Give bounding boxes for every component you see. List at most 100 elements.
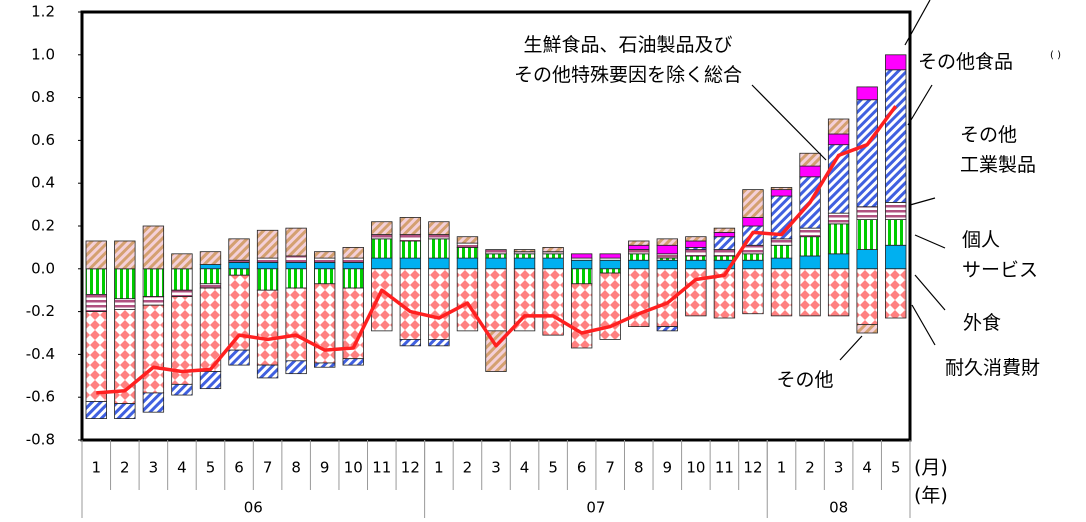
bar-segment <box>285 287 307 362</box>
leader-line <box>909 197 936 206</box>
bar-segment <box>199 268 222 285</box>
bar-segment <box>314 257 336 263</box>
y-tick-label: 0.4 <box>31 174 55 192</box>
bar-segment <box>599 268 621 274</box>
bar-segment <box>314 362 336 368</box>
leader-line <box>904 0 931 46</box>
bar-segment <box>256 257 279 263</box>
bar-segment <box>285 227 307 257</box>
x-tick-label: 11 <box>715 459 734 477</box>
axis-label: (年) <box>914 485 948 507</box>
bar-segment <box>285 360 307 375</box>
bar-segment <box>342 261 364 270</box>
x-tick-label: 7 <box>605 459 615 477</box>
bar-segment <box>770 238 793 246</box>
bar-segment <box>770 268 793 317</box>
bar-segment <box>856 268 878 325</box>
y-tick-label: 0.6 <box>31 131 55 149</box>
bar-segment <box>256 261 279 270</box>
line <box>96 105 898 395</box>
bar-segment <box>142 304 165 394</box>
bar-segment <box>314 261 336 270</box>
bar-segment <box>885 244 907 270</box>
x-tick-label: 8 <box>291 459 301 477</box>
bar-segment <box>599 253 621 259</box>
series-label: 外食 <box>963 312 1001 334</box>
x-tick-label: 4 <box>177 459 187 477</box>
series-label: その他工業製品 <box>960 124 1036 176</box>
bar-segment <box>570 253 593 259</box>
y-tick-label: 0.2 <box>31 217 55 235</box>
leader-line <box>914 234 946 249</box>
bar-segment <box>428 238 450 259</box>
y-tick-label: 0.0 <box>31 259 55 277</box>
bar-segment <box>171 253 193 270</box>
bar-segment <box>456 268 479 332</box>
x-tick-label: 9 <box>320 459 330 477</box>
bar-segment <box>885 54 907 71</box>
bar-segment <box>856 324 878 334</box>
bar-segment <box>542 268 564 336</box>
bar-segment <box>570 259 593 270</box>
x-tick-label: 2 <box>463 459 473 477</box>
bar-segment <box>628 259 650 270</box>
bar-segment <box>199 251 222 265</box>
bar-segment <box>456 246 479 259</box>
bar-segment <box>599 259 621 270</box>
leader-line <box>751 84 827 161</box>
bar-segment <box>713 236 736 250</box>
bar-segment <box>685 240 707 248</box>
bar-segment <box>485 253 507 259</box>
bar-segment <box>885 268 907 319</box>
bar-segment <box>228 261 250 270</box>
year-label: 06 <box>244 499 263 517</box>
x-tick-label: 11 <box>372 459 391 477</box>
bar-segment <box>513 253 536 259</box>
bar-segment <box>256 229 279 259</box>
bar-segment <box>285 255 307 263</box>
bar-segment <box>199 371 222 390</box>
bar-segment <box>399 339 422 347</box>
bar-segment <box>285 261 307 270</box>
bar-segment <box>256 364 279 379</box>
bar-segment <box>142 296 165 306</box>
bar-segment <box>542 253 564 259</box>
bar-segment <box>856 249 878 270</box>
leader-line <box>911 304 936 346</box>
bar-segment <box>628 249 650 255</box>
bar-segment <box>885 219 907 246</box>
bar-segment <box>799 236 821 257</box>
series-label: その他 <box>776 369 833 391</box>
bar-segment <box>428 339 450 347</box>
bar-segment <box>371 268 393 332</box>
bar-segment <box>371 234 393 240</box>
series-label: その他食品 <box>918 51 1013 73</box>
bar-segment <box>485 268 507 332</box>
bar-segment <box>513 257 536 270</box>
bar-segment <box>685 236 707 242</box>
bar-segment <box>628 253 650 261</box>
bar-segment <box>285 268 307 289</box>
x-tick-label: 10 <box>344 459 363 477</box>
bar-segment <box>428 221 450 235</box>
bar-segment <box>713 249 736 257</box>
bar-segment <box>827 118 850 135</box>
bar-segment <box>656 326 678 332</box>
leader-line <box>839 335 863 361</box>
bar-segment <box>685 255 707 261</box>
bar-segment <box>142 392 165 413</box>
x-tick-label: 7 <box>263 459 273 477</box>
x-tick-label: 5 <box>891 459 901 477</box>
x-tick-label: 3 <box>834 459 844 477</box>
bar-segment <box>827 133 850 146</box>
bar-segment <box>742 217 764 227</box>
bar-segment <box>827 253 850 270</box>
bar-segment <box>742 259 764 270</box>
bar-segment <box>428 268 450 340</box>
bar-segment <box>342 246 364 259</box>
bar-segment <box>742 244 764 255</box>
bar-segment <box>399 240 422 259</box>
bar-segment <box>799 255 821 270</box>
x-tick-label: 4 <box>862 459 872 477</box>
